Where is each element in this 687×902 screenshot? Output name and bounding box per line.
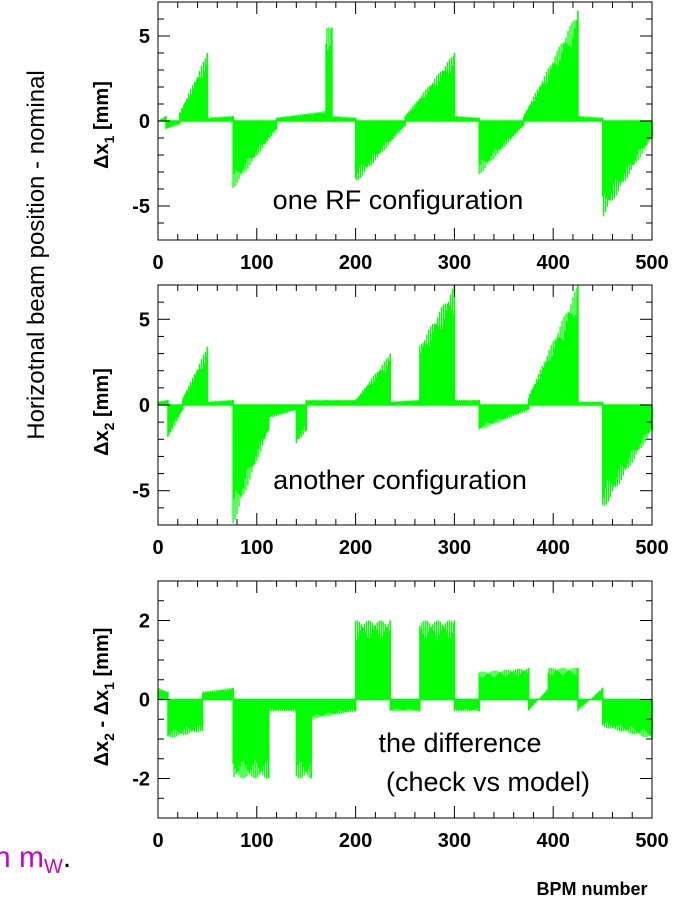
panel-1-y-tick-label: 0 xyxy=(139,111,150,133)
panel-3-y-tick-label: 0 xyxy=(139,690,150,712)
panel-3-x-tick-label: 200 xyxy=(339,830,372,852)
panel-2-y-axis-label: Δx2 [mm] xyxy=(91,368,117,456)
panel-1-y-tick-label: 5 xyxy=(139,26,150,48)
panel-1-x-tick-label: 100 xyxy=(240,252,273,274)
panel-2-series xyxy=(157,285,653,524)
panel-3-y-axis-label: Δx2 - Δx1 [mm] xyxy=(91,628,117,767)
panel-2-ylabel-sub: 2 xyxy=(101,422,117,430)
panel-3-x-tick-label: 100 xyxy=(240,830,273,852)
panel-2-x-tick-label: 500 xyxy=(635,537,668,559)
panel-1-plot-area: 0 100 200 300 400 500 -5 0 5 xyxy=(132,1,669,274)
panel-3-x-tick-label: 0 xyxy=(152,830,163,852)
panel-3-x-tick-label: 500 xyxy=(635,830,668,852)
panel-1: 0 100 200 300 400 500 -5 0 5 one RF configuratio… xyxy=(91,1,669,274)
fragment-suffix: . xyxy=(63,841,71,874)
panel-3-series xyxy=(157,620,653,779)
panel-1-y-tick-label: -5 xyxy=(132,196,150,218)
panel-3-annotation-line-1: the difference xyxy=(378,728,541,758)
panel-3-y-tick-label: -2 xyxy=(132,769,150,791)
x-axis-label: BPM number xyxy=(536,879,647,899)
fragment-subscript: W xyxy=(44,856,63,878)
panel-1-annotation: one RF configuration xyxy=(273,185,524,215)
panel-2-x-tick-label: 100 xyxy=(240,537,273,559)
panel-3-ylabel-main: Δx xyxy=(91,741,113,767)
panel-1-ylabel-main: Δx xyxy=(91,143,113,169)
panel-2-ylabel-unit: [mm] xyxy=(91,368,113,422)
cropped-text-fragment: n mW. xyxy=(0,841,71,878)
side-axis-label: Horizotnal beam position - nominal xyxy=(23,70,50,440)
panel-3-ylabel-sub: 2 xyxy=(101,733,117,741)
panel-2-ylabel-main: Δx xyxy=(91,430,113,456)
panel-2-y-tick-label: 5 xyxy=(139,309,150,331)
panel-1-ylabel-sub: 1 xyxy=(101,135,117,143)
panel-2-x-tick-label: 300 xyxy=(438,537,471,559)
panel-2-annotation: another configuration xyxy=(273,465,527,495)
panel-1-x-tick-label: 300 xyxy=(438,252,471,274)
panel-3-x-tick-label: 400 xyxy=(537,830,570,852)
panel-1-x-tick-label: 200 xyxy=(339,252,372,274)
panel-2-y-tick-label: -5 xyxy=(132,481,150,503)
panel-1-series xyxy=(158,10,653,217)
panel-2-plot-area: 0 100 200 300 400 500 -5 0 5 xyxy=(132,284,669,559)
panel-1-x-tick-label: 400 xyxy=(537,252,570,274)
panel-3: 0 100 200 300 400 500 -2 0 2 the difference (che… xyxy=(91,580,669,852)
panel-1-ylabel-unit: [mm] xyxy=(91,81,113,135)
panel-3-annotation-line-2: (check vs model) xyxy=(386,767,590,797)
panel-2: 0 100 200 300 400 500 -5 0 5 another configurati… xyxy=(91,284,669,559)
panel-1-x-tick-label: 500 xyxy=(635,252,668,274)
panel-1-y-axis-label: Δx1 [mm] xyxy=(91,81,117,169)
fragment-main: n m xyxy=(0,841,44,874)
panel-2-x-tick-label: 200 xyxy=(339,537,372,559)
panel-3-plot-area: 0 100 200 300 400 500 -2 0 2 xyxy=(132,580,669,852)
panel-3-ylabel-unit: [mm] xyxy=(91,628,113,682)
panel-2-y-tick-label: 0 xyxy=(139,395,150,417)
panel-2-x-tick-label: 0 xyxy=(152,537,163,559)
panel-3-ylabel-mid: - Δx xyxy=(91,690,113,733)
panel-1-x-tick-label: 0 xyxy=(152,252,163,274)
panel-3-y-tick-label: 2 xyxy=(139,611,150,633)
panel-2-x-tick-label: 400 xyxy=(537,537,570,559)
panel-3-ylabel-sub2: 1 xyxy=(101,682,117,690)
panel-3-x-tick-label: 300 xyxy=(438,830,471,852)
